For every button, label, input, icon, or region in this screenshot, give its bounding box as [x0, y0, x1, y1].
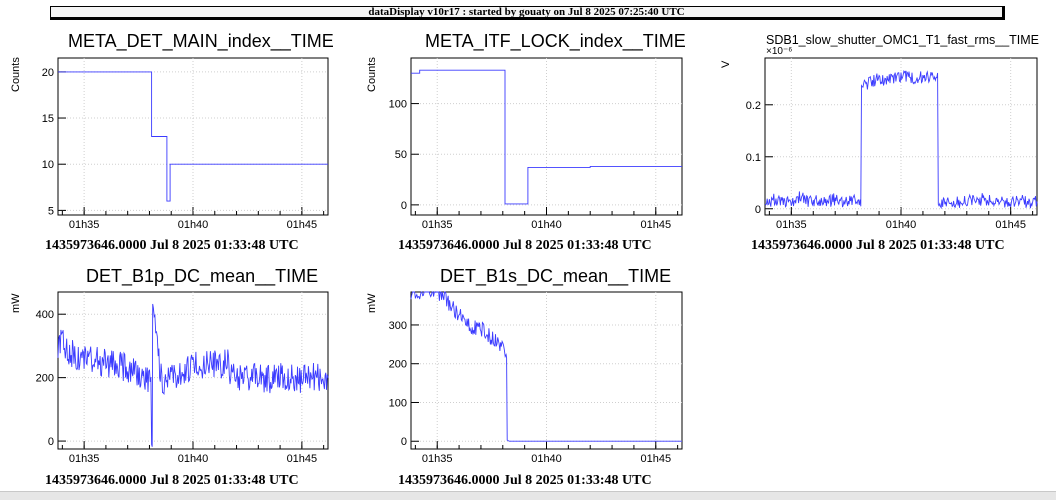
x-tick-label: 01h35: [69, 453, 100, 465]
series-line: [57, 303, 329, 447]
window-footer: [0, 491, 1056, 500]
y-tick-label: 5: [48, 205, 54, 217]
chart-title: META_DET_MAIN_index__TIME: [68, 31, 334, 51]
timestamp-label: 1435973646.0000 Jul 8 2025 01:33:48 UTC: [398, 238, 652, 253]
x-tick-label: 01h35: [422, 219, 453, 231]
x-tick-label: 01h35: [422, 453, 453, 465]
y-tick-label: 0.2: [746, 100, 761, 112]
y-tick-label: 0: [401, 436, 407, 448]
y-tick-label: 100: [389, 99, 407, 111]
series-line: [764, 69, 1038, 210]
timestamp-label: 1435973646.0000 Jul 8 2025 01:33:48 UTC: [398, 473, 652, 488]
y-tick-label: 400: [36, 309, 54, 321]
timestamp-label: 1435973646.0000 Jul 8 2025 01:33:48 UTC: [751, 238, 1005, 253]
y-tick-label: 0: [48, 436, 54, 448]
y-tick-label: 100: [389, 397, 407, 409]
x-tick-label: 01h45: [640, 453, 671, 465]
x-tick-label: 01h35: [69, 219, 100, 231]
y-tick-label: 200: [389, 359, 407, 371]
y-tick-label: 15: [42, 113, 54, 125]
chart-title: SDB1_slow_shutter_OMC1_T1_fast_rms__TIME: [766, 33, 1040, 47]
x-tick-label: 01h40: [531, 453, 562, 465]
y-tick-label: 300: [389, 320, 407, 332]
series-line: [410, 291, 682, 442]
x-tick-label: 01h45: [287, 219, 318, 231]
chart-title: DET_B1p_DC_mean__TIME: [86, 266, 319, 286]
series-line: [411, 69, 682, 205]
x-tick-label: 01h40: [531, 219, 562, 231]
timestamp-label: 1435973646.0000 Jul 8 2025 01:33:48 UTC: [45, 473, 299, 488]
x-tick-label: 01h40: [178, 453, 209, 465]
chart-title: DET_B1s_DC_mean__TIME: [440, 266, 672, 286]
timestamp-label: 1435973646.0000 Jul 8 2025 01:33:48 UTC: [45, 238, 299, 253]
y-tick-label: 0.1: [746, 152, 761, 164]
x-tick-label: 01h35: [776, 219, 807, 231]
x-tick-label: 01h40: [886, 219, 917, 231]
y-tick-label: 20: [42, 67, 54, 79]
x-tick-label: 01h45: [995, 219, 1026, 231]
series-line: [58, 71, 328, 202]
app-banner: dataDisplay v10r17 : started by gouaty o…: [50, 6, 1005, 20]
y-multiplier-label: ×10⁻⁶: [766, 46, 793, 57]
chart-title: META_ITF_LOCK_index__TIME: [425, 31, 686, 51]
x-tick-label: 01h45: [287, 453, 318, 465]
y-tick-label: 200: [36, 373, 54, 385]
y-tick-label: 10: [42, 159, 54, 171]
x-tick-label: 01h45: [640, 219, 671, 231]
x-tick-label: 01h40: [178, 219, 209, 231]
y-tick-label: 0: [401, 200, 407, 212]
y-tick-label: 50: [395, 149, 407, 161]
y-tick-label: 0: [755, 204, 761, 216]
